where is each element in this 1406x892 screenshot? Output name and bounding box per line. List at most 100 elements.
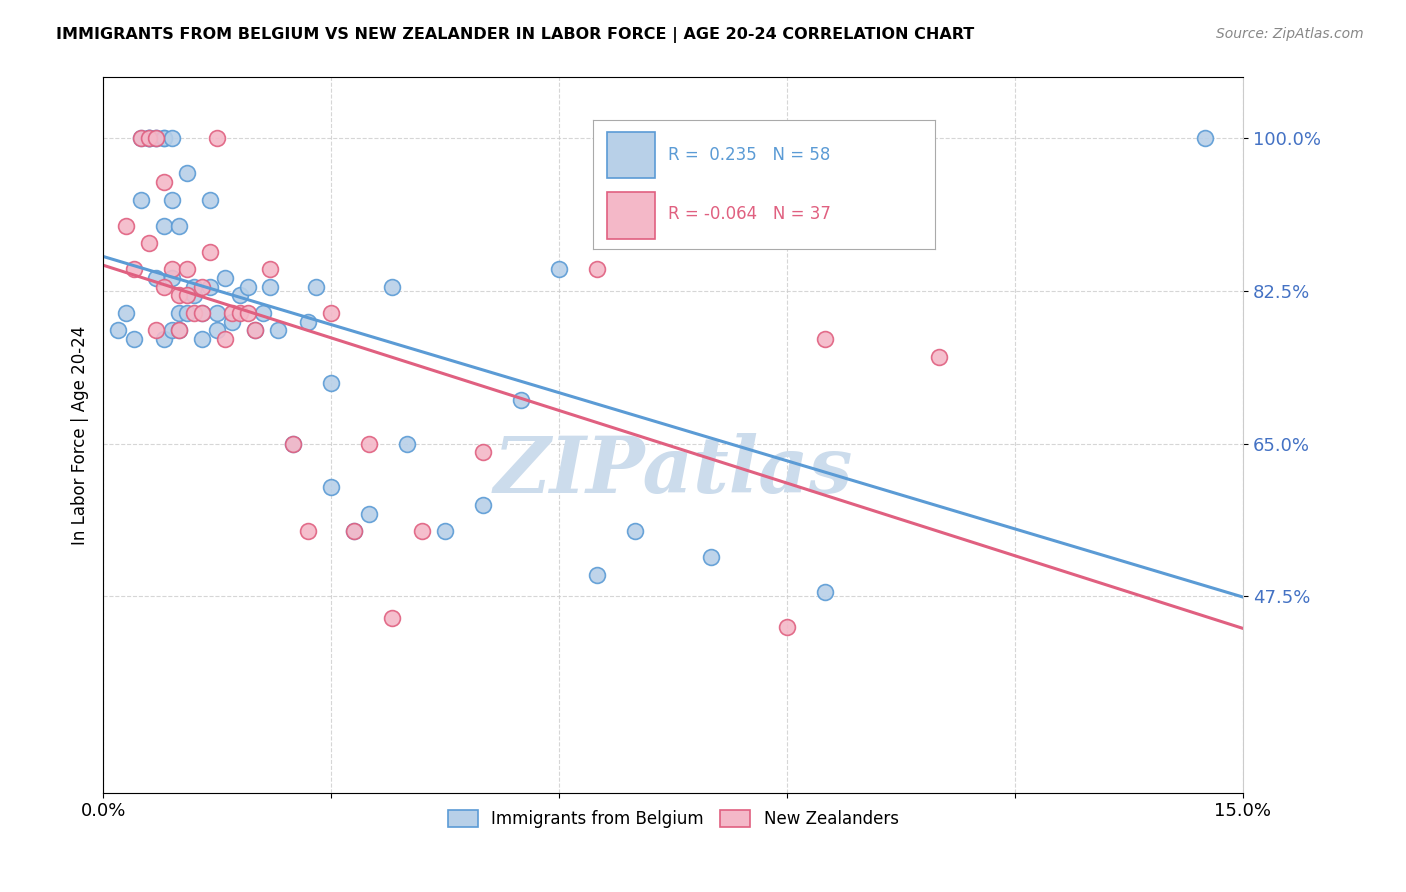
Text: IMMIGRANTS FROM BELGIUM VS NEW ZEALANDER IN LABOR FORCE | AGE 20-24 CORRELATION : IMMIGRANTS FROM BELGIUM VS NEW ZEALANDER… [56,27,974,43]
Point [176,166,198,180]
Point [145,131,167,145]
Point [359,507,381,521]
Point [145,271,167,285]
Point [129,131,152,145]
Point [510,393,533,408]
Point [183,306,205,320]
Point [153,131,176,145]
Point [396,436,419,450]
Point [145,323,167,337]
Point [236,306,259,320]
Point [167,288,190,302]
Point [176,262,198,277]
Point [191,306,214,320]
Point [472,498,495,512]
Legend: Immigrants from Belgium, New Zealanders: Immigrants from Belgium, New Zealanders [441,803,905,834]
Point [586,262,609,277]
Point [281,436,304,450]
Point [198,193,221,207]
Point [183,279,205,293]
Point [297,524,319,538]
Text: Source: ZipAtlas.com: Source: ZipAtlas.com [1216,27,1364,41]
Point [160,193,183,207]
Text: ZIPatlas: ZIPatlas [494,433,853,509]
Point [138,131,160,145]
Point [221,306,243,320]
Point [214,332,236,346]
Point [343,524,366,538]
Point [191,279,214,293]
Point [153,131,176,145]
Point [176,306,198,320]
Point [243,323,266,337]
Point [138,131,160,145]
Point [129,193,152,207]
Point [145,131,167,145]
Point [259,262,281,277]
Point [153,279,176,293]
Point [229,306,252,320]
Point [160,271,183,285]
Point [343,524,366,538]
Point [319,480,342,494]
Point [176,288,198,302]
Point [205,323,228,337]
Point [160,131,183,145]
Point [319,306,342,320]
Point [115,306,138,320]
Point [305,279,328,293]
Point [145,131,167,145]
Point [160,323,183,337]
Point [107,323,129,337]
Point [153,332,176,346]
Point [297,315,319,329]
Point [205,131,228,145]
Point [548,262,571,277]
Point [198,279,221,293]
Point [221,315,243,329]
Point [267,323,290,337]
Point [167,306,190,320]
Point [434,524,457,538]
Point [167,219,190,233]
Point [153,175,176,189]
Point [814,332,837,346]
Point [259,279,281,293]
Point [359,436,381,450]
Point [138,236,160,251]
Y-axis label: In Labor Force | Age 20-24: In Labor Force | Age 20-24 [72,326,89,545]
Point [814,585,837,599]
Point [229,288,252,302]
Point [115,219,138,233]
Point [700,550,723,565]
Point [928,350,950,364]
Point [214,271,236,285]
Point [183,288,205,302]
Point [191,332,214,346]
Point [153,219,176,233]
Point [281,436,304,450]
Point [198,244,221,259]
Point [381,611,404,625]
Point [319,376,342,390]
Point [586,567,609,582]
Point [167,323,190,337]
Point [252,306,274,320]
Point [167,323,190,337]
Point [472,445,495,459]
Point [1194,131,1216,145]
Point [122,332,145,346]
Point [138,131,160,145]
Point [776,620,799,634]
Point [205,306,228,320]
Point [191,306,214,320]
Point [411,524,433,538]
Point [236,279,259,293]
Point [243,323,266,337]
Point [381,279,404,293]
Point [624,524,647,538]
Point [129,131,152,145]
Point [122,262,145,277]
Point [138,131,160,145]
Point [160,262,183,277]
